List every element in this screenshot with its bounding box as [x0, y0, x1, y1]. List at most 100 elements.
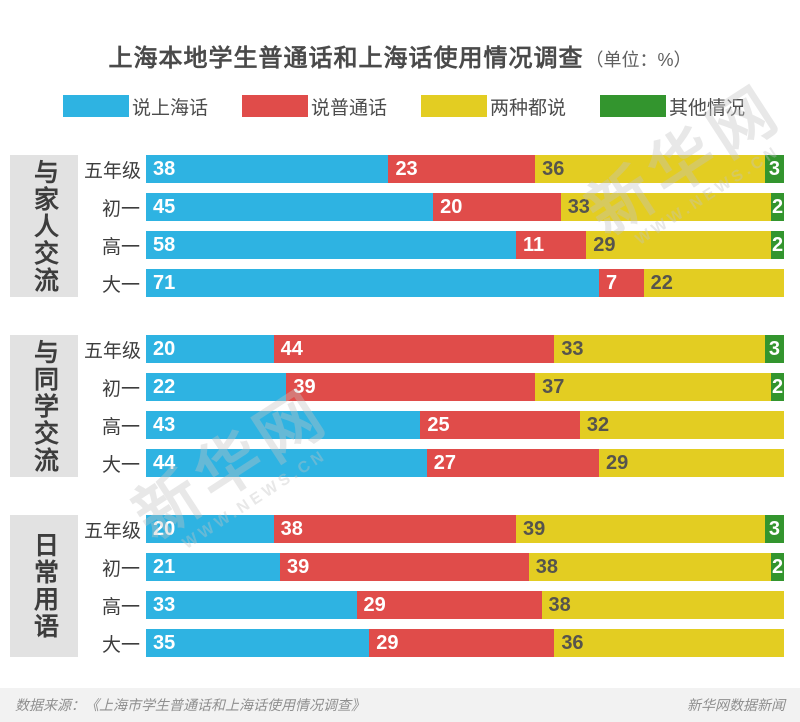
- group-label-box: 与同学交流: [10, 335, 78, 477]
- bar-segment-2: 36: [554, 629, 784, 657]
- stacked-bar: 38 23 36 3: [146, 155, 784, 183]
- bar-segment-1: 38: [273, 515, 517, 543]
- group-label: 与家人交流: [30, 158, 59, 294]
- bar-segment-2: 32: [579, 411, 784, 439]
- stacked-bar: 22 39 37 2: [146, 373, 784, 401]
- bar-segment-2: 38: [541, 591, 784, 619]
- bar-segment-0: 20: [146, 515, 274, 543]
- chart-group-1: 与同学交流 五年级 20 44 33 3 初一 22 39 37 2 高一 43 25 32 大一 44 27 29: [10, 335, 800, 477]
- footer-bar: 数据来源：《上海市学生普通话和上海话使用情况调查》 新华网数据新闻: [0, 688, 800, 722]
- bar-segment-3: 3: [764, 155, 784, 183]
- bar-segment-0: 45: [146, 193, 434, 221]
- bar-segment-1: 27: [426, 449, 599, 477]
- stacked-bar: 33 29 38: [146, 591, 784, 619]
- group-rows: 五年级 20 44 33 3 初一 22 39 37 2 高一 43 25 32 大一 44 27 29: [84, 335, 784, 477]
- group-label-box: 日常用语: [10, 515, 78, 657]
- bar-segment-2: 39: [516, 515, 765, 543]
- legend-swatch: [600, 95, 666, 117]
- bar-row: 高一 58 11 29 2: [84, 231, 784, 259]
- stacked-bar: 21 39 38 2: [146, 553, 784, 581]
- stacked-bar: 20 44 33 3: [146, 335, 784, 363]
- stacked-bar: 35 29 36: [146, 629, 784, 657]
- bar-segment-2: 33: [554, 335, 765, 363]
- stacked-bar: 20 38 39 3: [146, 515, 784, 543]
- legend: 说上海话 说普通话 两种都说 其他情况: [63, 95, 800, 119]
- bar-segment-2: 22: [643, 269, 784, 297]
- row-label: 大一: [101, 634, 140, 656]
- legend-label: 两种都说: [490, 97, 567, 119]
- bar-row: 五年级 38 23 36 3: [84, 155, 784, 183]
- bar-segment-0: 20: [146, 335, 274, 363]
- row-label: 大一: [101, 274, 140, 296]
- stacked-bar-chart: 与家人交流 五年级 38 23 36 3 初一 45 20 33 2 高一 58 11 29 2 大一 71 7 22…: [0, 155, 800, 657]
- bar-segment-1: 39: [279, 553, 529, 581]
- bar-row: 五年级 20 44 33 3: [84, 335, 784, 363]
- legend-label: 其他情况: [669, 97, 746, 119]
- bar-segment-3: 2: [771, 553, 784, 581]
- bar-row: 初一 45 20 33 2: [84, 193, 784, 221]
- row-label: 高一: [101, 236, 140, 258]
- bar-segment-1: 44: [273, 335, 555, 363]
- group-label-box: 与家人交流: [10, 155, 78, 297]
- group-label: 与同学交流: [30, 338, 59, 474]
- bar-segment-3: 3: [764, 515, 784, 543]
- stacked-bar: 43 25 32: [146, 411, 784, 439]
- data-source-note: 数据来源：《上海市学生普通话和上海话使用情况调查》: [15, 697, 365, 713]
- legend-swatch: [421, 95, 487, 117]
- bar-segment-2: 29: [598, 449, 784, 477]
- legend-label: 说上海话: [132, 97, 209, 119]
- bar-segment-2: 37: [535, 373, 772, 401]
- bar-row: 大一 71 7 22: [84, 269, 784, 297]
- bar-segment-0: 35: [146, 629, 370, 657]
- bar-segment-1: 7: [598, 269, 644, 297]
- stacked-bar: 45 20 33 2: [146, 193, 784, 221]
- legend-item-0: 说上海话: [63, 95, 242, 119]
- bar-row: 大一 44 27 29: [84, 449, 784, 477]
- group-rows: 五年级 20 38 39 3 初一 21 39 38 2 高一 33 29 38 大一 35 29 36: [84, 515, 784, 657]
- bar-row: 高一 33 29 38: [84, 591, 784, 619]
- bar-segment-3: 2: [771, 231, 784, 259]
- row-label: 五年级: [84, 520, 142, 542]
- row-label: 高一: [101, 416, 140, 438]
- legend-swatch: [63, 95, 129, 117]
- bar-segment-0: 38: [146, 155, 389, 183]
- chart-title: 上海本地学生普通话和上海话使用情况调查: [108, 45, 584, 72]
- stacked-bar: 58 11 29 2: [146, 231, 784, 259]
- bar-segment-1: 20: [433, 193, 561, 221]
- row-label: 初一: [101, 558, 140, 580]
- bar-segment-2: 33: [560, 193, 772, 221]
- bar-segment-1: 29: [369, 629, 555, 657]
- bar-segment-0: 71: [146, 269, 599, 297]
- bar-row: 初一 21 39 38 2: [84, 553, 784, 581]
- bar-segment-2: 38: [528, 553, 772, 581]
- bar-segment-0: 22: [146, 373, 287, 401]
- bar-row: 大一 35 29 36: [84, 629, 784, 657]
- bar-segment-0: 43: [146, 411, 421, 439]
- chart-group-0: 与家人交流 五年级 38 23 36 3 初一 45 20 33 2 高一 58 11 29 2 大一 71 7 22: [10, 155, 800, 297]
- bar-segment-1: 39: [286, 373, 536, 401]
- legend-item-2: 两种都说: [421, 95, 600, 119]
- group-rows: 五年级 38 23 36 3 初一 45 20 33 2 高一 58 11 29 2 大一 71 7 22: [84, 155, 784, 297]
- bar-segment-1: 11: [516, 231, 587, 259]
- legend-item-1: 说普通话: [242, 95, 421, 119]
- bar-segment-3: 2: [771, 193, 784, 221]
- chart-group-2: 日常用语 五年级 20 38 39 3 初一 21 39 38 2 高一 33 29 38 大一 35 29 36: [10, 515, 800, 657]
- row-label: 初一: [101, 198, 140, 220]
- row-label: 高一: [101, 596, 140, 618]
- page-title: 上海本地学生普通话和上海话使用情况调查 （单位：%）: [0, 0, 800, 73]
- chart-unit-label: （单位：%）: [585, 50, 692, 70]
- bar-row: 高一 43 25 32: [84, 411, 784, 439]
- credit-note: 新华网数据新闻: [687, 697, 785, 713]
- bar-segment-1: 29: [356, 591, 542, 619]
- stacked-bar: 44 27 29: [146, 449, 784, 477]
- bar-segment-1: 23: [388, 155, 536, 183]
- bar-row: 五年级 20 38 39 3: [84, 515, 784, 543]
- bar-segment-0: 21: [146, 553, 280, 581]
- row-label: 五年级: [84, 340, 142, 362]
- legend-label: 说普通话: [311, 97, 388, 119]
- bar-segment-3: 2: [771, 373, 784, 401]
- bar-segment-3: 3: [764, 335, 784, 363]
- row-label: 初一: [101, 378, 140, 400]
- legend-swatch: [242, 95, 308, 117]
